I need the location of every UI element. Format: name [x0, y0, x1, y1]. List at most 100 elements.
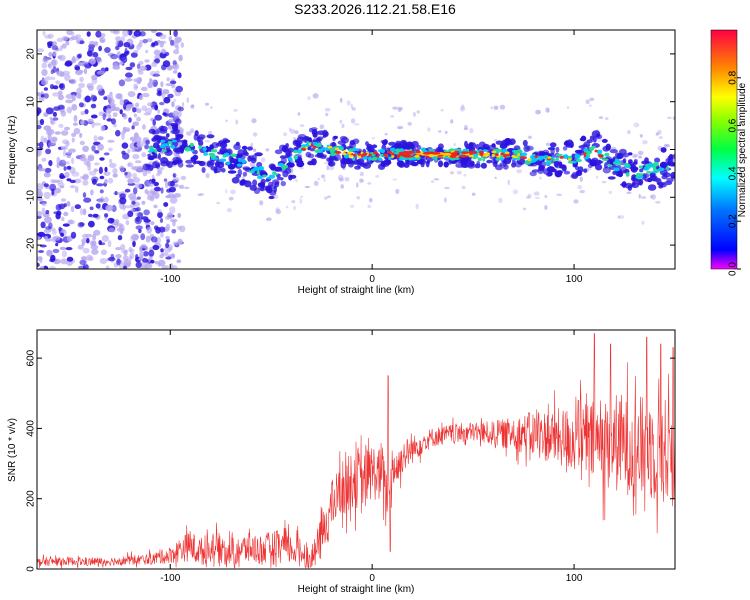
spectrogram-noise-blob: [160, 248, 164, 253]
spectrogram-haze-blob: [461, 185, 466, 190]
spectrogram-haze-blob: [216, 201, 220, 205]
spectrogram-noise-blob: [49, 84, 55, 90]
spectrogram-noise-blob: [40, 135, 45, 144]
spectrogram-noise-blob: [109, 158, 113, 164]
spectrogram-noise-blob: [125, 220, 130, 226]
spectrogram-noise-blob: [91, 248, 99, 255]
y-tick-label: 200: [26, 490, 37, 507]
spectrogram-ridge-mid: [198, 145, 202, 149]
spectrogram-y-ticks: -20 -10 0 10 20: [26, 48, 675, 252]
spectrogram-ridge-mid: [289, 157, 293, 163]
spectrogram-noise-blob: [145, 235, 151, 243]
spectrogram-noise-blob: [50, 59, 58, 67]
spectrogram-noise-blob: [132, 146, 139, 150]
spectrogram-noise-blob: [178, 110, 182, 118]
spectrogram-haze-blob: [392, 178, 397, 181]
spectrogram-haze-blob: [259, 200, 264, 206]
spectrogram-noise-blob: [90, 103, 97, 109]
spectrogram-haze-blob: [633, 122, 640, 128]
spectrogram-noise-blob: [176, 225, 183, 230]
spectrogram-noise-blob: [71, 31, 75, 36]
spectrogram-haze-blob: [299, 198, 303, 204]
spectrogram-noise-blob: [178, 54, 183, 62]
spectrogram-noise-blob: [170, 39, 175, 46]
spectrogram-noise-blob: [173, 30, 178, 37]
spectrogram-noise-blob: [65, 94, 74, 99]
spectrogram-ridge-mid: [398, 158, 404, 161]
spectrogram-ridge-blob: [278, 144, 287, 151]
colorbar-ticks: 0.0 0.2 0.4 0.6 0.8: [728, 70, 741, 276]
spectrogram-noise-blob: [104, 178, 108, 184]
spectrogram-ridge-mid: [499, 155, 504, 159]
spectrogram-ridge-blob: [288, 161, 292, 168]
spectrogram-haze-blob: [171, 195, 176, 199]
spectrogram-haze-blob: [208, 130, 213, 135]
spectrogram-noise-blob: [111, 118, 116, 125]
spectrogram-noise-blob: [132, 154, 140, 160]
spectrogram-haze-blob: [657, 129, 662, 135]
spectrogram-noise-blob: [142, 169, 148, 177]
spectrogram-noise-blob: [85, 233, 93, 238]
spectrogram-noise-blob: [71, 171, 80, 177]
spectrogram-ridge-blob: [537, 167, 544, 175]
spectrogram-noise-blob: [124, 171, 128, 176]
spectrogram-ridge-blob: [228, 155, 233, 162]
spectrogram-noise-blob: [115, 40, 119, 46]
spectrogram-ridge-mid: [521, 152, 528, 157]
spectrogram-ridge-blob: [623, 152, 630, 158]
spectrogram-noise-blob: [38, 191, 44, 198]
spectrogram-haze-blob: [233, 108, 238, 112]
spectrogram-ridge-blob: [342, 157, 351, 165]
spectrogram-noise-blob: [40, 94, 45, 98]
spectrogram-haze-blob: [444, 197, 447, 203]
spectrogram-noise-blob: [37, 107, 42, 115]
spectrogram-noise-blob: [146, 169, 151, 174]
spectrogram-noise-blob: [60, 258, 68, 265]
spectrogram-ridge-blob: [209, 144, 214, 151]
spectrogram-noise-blob: [122, 30, 130, 37]
spectrogram-ridge-blob: [144, 144, 150, 150]
spectrogram-ridge-blob: [280, 181, 286, 187]
spectrogram-noise-blob: [135, 206, 141, 212]
spectrogram-noise-blob: [76, 87, 82, 95]
spectrogram-noise-blob: [170, 253, 176, 259]
spectrogram-noise-blob: [87, 155, 95, 162]
spectrogram-noise-blob: [50, 69, 54, 75]
spectrogram-haze-blob: [617, 215, 621, 219]
spectrogram-haze-blob: [523, 207, 527, 211]
spectrogram-haze-blob: [326, 165, 330, 171]
spectrogram-noise-blob: [56, 210, 62, 216]
spectrogram-ridge-blob: [661, 174, 668, 180]
spectrogram-noise-blob: [71, 132, 77, 137]
spectrogram-noise-blob: [43, 125, 52, 131]
spectrogram-ridge-mid: [572, 160, 577, 164]
spectrogram-haze-blob: [367, 204, 372, 209]
spectrogram-noise-blob: [159, 101, 165, 106]
spectrogram-noise-blob: [82, 208, 87, 216]
spectrogram-noise-blob: [102, 113, 106, 121]
spectrogram-ridge-mid: [473, 156, 479, 159]
spectrogram-noise-blob: [81, 241, 85, 246]
spectrogram-ridge-blob: [416, 159, 424, 165]
spectrogram-ridge-mid: [219, 158, 227, 162]
spectrogram-noise-blob: [127, 148, 131, 154]
spectrogram-noise-blob: [49, 116, 53, 120]
spectrogram-ridge-core: [415, 150, 421, 154]
spectrogram-ridge-core: [485, 154, 488, 158]
spectrogram-ridge-core: [599, 154, 604, 158]
spectrogram-noise-blob: [141, 92, 150, 98]
spectrogram-noise-blob: [64, 74, 71, 81]
spectrogram-ridge-mid: [499, 157, 505, 161]
spectrogram-ridge-core: [559, 156, 564, 159]
spectrogram-ridge-blob: [328, 162, 334, 166]
spectrogram-ridge-mid: [482, 157, 486, 162]
spectrogram-ridge-core: [527, 158, 532, 162]
spectrogram-noise-blob: [127, 91, 136, 98]
spectrogram-ridge-mid: [482, 149, 488, 152]
spectrogram-ridge-blob: [222, 137, 229, 142]
spectrogram-noise-blob: [69, 185, 76, 189]
spectrogram-ridge-core: [511, 154, 516, 158]
spectrogram-noise-blob: [154, 186, 162, 192]
spectrogram-haze-blob: [431, 180, 434, 183]
spectrogram-noise-blob: [57, 104, 65, 110]
